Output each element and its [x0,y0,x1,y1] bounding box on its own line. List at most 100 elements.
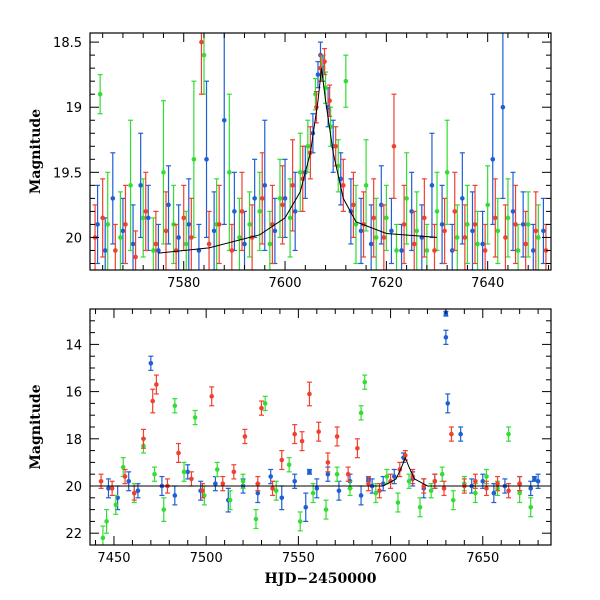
x-tick-label: 7500 [190,551,223,566]
data-point [150,388,156,414]
data-point [110,152,116,245]
data-point [262,119,268,252]
data-point [206,210,212,270]
data-point [229,223,235,270]
data-point [247,191,253,258]
data-point [102,217,108,270]
data-point [272,197,278,265]
data-point [280,165,286,245]
data-point [150,217,156,270]
model-curve [95,456,544,487]
data-point [520,191,526,258]
data-point [292,424,298,445]
data-point [530,223,536,270]
data-point [441,480,447,497]
x-tick-label: 7620 [370,276,403,291]
data-point [513,184,519,265]
data-point [231,171,237,252]
data-point [449,223,455,270]
data-point [221,33,227,226]
data-point [183,210,189,270]
data-point [371,178,377,258]
data-point [388,197,394,265]
data-point [421,178,427,258]
data-point [131,485,137,501]
data-point [152,466,158,482]
data-point [211,191,217,270]
y-tick-label: 19 [65,101,82,116]
data-point [523,210,529,270]
data-point [492,178,498,258]
data-point [325,452,331,473]
series-2 [92,33,549,270]
data-point [267,210,273,270]
data-point [345,466,351,482]
data-point [173,223,179,270]
x-tick-label: 7600 [374,551,407,566]
data-point [185,464,191,480]
data-point [292,171,298,252]
data-point [528,480,534,497]
data-point [153,210,159,270]
y-tick-label: 20 [65,480,82,495]
data-point [401,184,407,265]
data-point [515,223,521,270]
data-point [155,223,161,270]
x-tick-label: 7640 [471,276,504,291]
data-point [126,471,132,492]
data-point [531,475,537,482]
plot-area [95,310,544,545]
data-point [122,184,128,265]
data-point [495,475,501,492]
data-point [378,165,384,245]
data-point [306,381,312,407]
data-point [362,374,368,390]
data-point [109,480,115,497]
data-point [239,171,245,252]
data-point [270,480,276,497]
data-point [212,475,218,492]
data-point [262,395,268,412]
data-point [525,191,531,258]
data-point [299,431,305,452]
data-point [454,204,460,270]
data-point [303,492,309,523]
data-point [358,197,364,265]
data-point [391,93,397,199]
data-point [399,223,405,270]
data-point [153,374,159,395]
data-point [434,171,440,252]
data-point [350,171,356,239]
data-point [421,478,427,494]
data-point [255,475,261,492]
x-axis-label: HJD−2450000 [265,571,377,587]
data-point [128,119,134,252]
data-point [253,509,259,530]
data-point [439,466,445,482]
series-1 [306,310,537,482]
y-tick-label: 14 [65,338,82,353]
data-point [204,80,210,239]
data-point [429,132,435,239]
data-point [528,497,534,518]
data-point [226,93,232,252]
data-point [287,178,293,258]
data-point [315,61,321,89]
data-point [292,473,298,489]
data-point [417,497,423,518]
data-point [336,480,342,501]
data-point [104,509,110,534]
data-point [322,48,328,76]
data-point [458,426,464,442]
data-point [310,483,316,504]
data-point [201,33,207,95]
data-point [381,204,387,270]
data-point [472,184,478,265]
data-point [393,223,399,270]
data-point [176,204,182,270]
data-point [216,184,222,265]
data-point [112,223,118,270]
y-tick-label: 18 [65,433,82,448]
data-point [445,393,451,414]
data-point [166,165,172,245]
